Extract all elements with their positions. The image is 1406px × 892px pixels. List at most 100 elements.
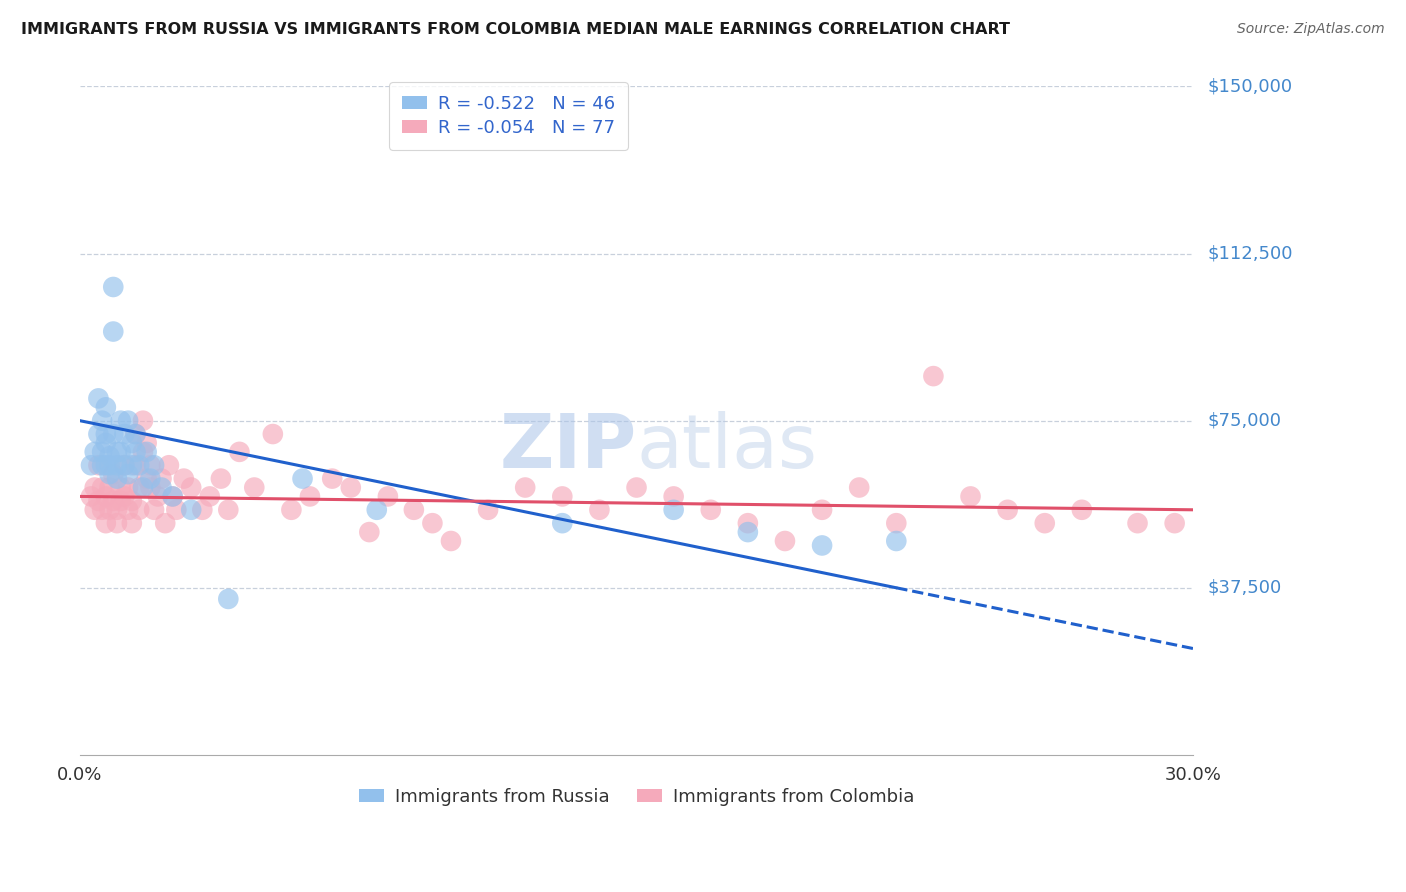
Point xyxy=(884,516,907,531)
Point xyxy=(139,472,162,486)
Point xyxy=(359,525,381,540)
Point xyxy=(291,472,314,486)
Point xyxy=(94,427,117,442)
Point xyxy=(94,516,117,531)
Text: Source: ZipAtlas.com: Source: ZipAtlas.com xyxy=(1237,22,1385,37)
Point xyxy=(551,490,574,504)
Point xyxy=(128,481,150,495)
Point xyxy=(848,481,870,495)
Point xyxy=(103,280,125,294)
Point xyxy=(339,481,361,495)
Point xyxy=(150,472,173,486)
Point xyxy=(243,481,266,495)
Point xyxy=(94,490,117,504)
Point xyxy=(80,490,103,504)
Point xyxy=(180,503,202,517)
Point xyxy=(105,472,128,486)
Point xyxy=(155,516,177,531)
Point xyxy=(366,503,388,517)
Point xyxy=(209,472,232,486)
Point xyxy=(321,472,343,486)
Point xyxy=(87,458,110,473)
Point xyxy=(191,503,214,517)
Point xyxy=(217,591,239,606)
Point xyxy=(117,503,139,517)
Point xyxy=(105,458,128,473)
Point xyxy=(94,436,117,450)
Point xyxy=(121,494,143,508)
Point xyxy=(1126,516,1149,531)
Point xyxy=(135,436,157,450)
Point xyxy=(121,458,143,473)
Text: $112,500: $112,500 xyxy=(1208,244,1292,262)
Point xyxy=(124,445,146,459)
Point xyxy=(551,516,574,531)
Text: $75,000: $75,000 xyxy=(1208,412,1281,430)
Text: ZIP: ZIP xyxy=(499,411,637,484)
Point xyxy=(124,427,146,442)
Point xyxy=(103,494,125,508)
Point xyxy=(146,490,169,504)
Point xyxy=(94,401,117,415)
Point xyxy=(105,503,128,517)
Point xyxy=(132,445,155,459)
Point xyxy=(588,503,610,517)
Point xyxy=(117,467,139,482)
Point xyxy=(515,481,537,495)
Point xyxy=(135,445,157,459)
Point xyxy=(402,503,425,517)
Point xyxy=(132,414,155,428)
Text: IMMIGRANTS FROM RUSSIA VS IMMIGRANTS FROM COLOMBIA MEDIAN MALE EARNINGS CORRELAT: IMMIGRANTS FROM RUSSIA VS IMMIGRANTS FRO… xyxy=(21,22,1010,37)
Point xyxy=(422,516,444,531)
Point xyxy=(262,427,284,442)
Point xyxy=(1163,516,1185,531)
Point xyxy=(117,414,139,428)
Point xyxy=(80,458,103,473)
Point xyxy=(280,503,302,517)
Point xyxy=(997,503,1019,517)
Point xyxy=(83,445,105,459)
Text: $37,500: $37,500 xyxy=(1208,579,1281,597)
Point xyxy=(198,490,221,504)
Point xyxy=(1070,503,1092,517)
Point xyxy=(811,538,834,552)
Point xyxy=(1033,516,1056,531)
Point xyxy=(298,490,321,504)
Point xyxy=(91,445,114,459)
Point xyxy=(105,445,128,459)
Point xyxy=(98,503,121,517)
Point xyxy=(139,481,162,495)
Point xyxy=(91,481,114,495)
Point xyxy=(884,533,907,548)
Point xyxy=(124,458,146,473)
Point xyxy=(143,503,166,517)
Point xyxy=(112,427,135,442)
Point xyxy=(162,490,184,504)
Point xyxy=(165,503,187,517)
Point xyxy=(377,490,399,504)
Point xyxy=(103,467,125,482)
Point xyxy=(228,445,250,459)
Point xyxy=(737,516,759,531)
Point xyxy=(112,490,135,504)
Text: atlas: atlas xyxy=(637,411,817,484)
Point xyxy=(139,458,162,473)
Point xyxy=(87,494,110,508)
Point xyxy=(173,472,195,486)
Point xyxy=(91,458,114,473)
Point xyxy=(91,503,114,517)
Point xyxy=(103,325,125,339)
Point xyxy=(98,467,121,482)
Point xyxy=(103,427,125,442)
Point xyxy=(83,503,105,517)
Point xyxy=(662,503,685,517)
Point xyxy=(83,481,105,495)
Point xyxy=(112,458,135,473)
Point xyxy=(737,525,759,540)
Point xyxy=(150,481,173,495)
Point xyxy=(94,458,117,473)
Point xyxy=(91,414,114,428)
Point xyxy=(128,503,150,517)
Point xyxy=(811,503,834,517)
Point xyxy=(87,427,110,442)
